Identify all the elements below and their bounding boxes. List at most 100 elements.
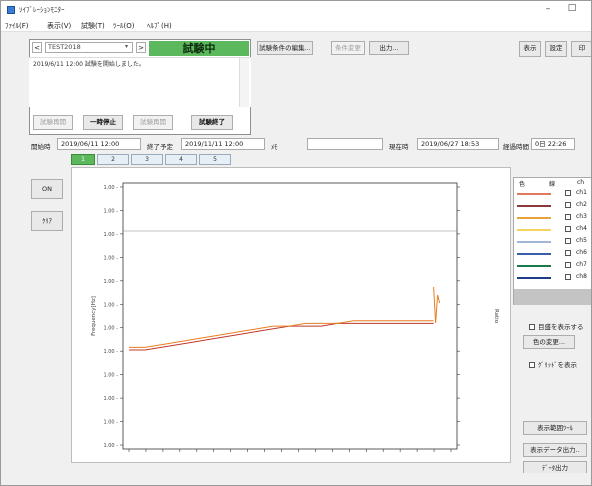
start-time-label: 開始時 (31, 143, 51, 151)
legend-empty-area (514, 289, 591, 305)
legend-checkbox[interactable] (565, 226, 571, 232)
clear-button[interactable]: ｸﾘｱ (31, 211, 63, 231)
menu-test[interactable]: 試験(T) (81, 22, 105, 30)
current-time-label: 現在時 (389, 143, 409, 151)
output-button[interactable]: 出力... (369, 41, 409, 55)
y-tick-label: 1.00 - (103, 349, 118, 355)
legend-swatch[interactable] (517, 241, 551, 243)
prev-test-button[interactable]: < (32, 42, 42, 53)
legend-checkbox[interactable] (565, 238, 571, 244)
legend-header-ch: ch (577, 179, 585, 186)
legend-swatch[interactable] (517, 217, 551, 219)
legend-label: ch6 (576, 249, 587, 256)
chart-tab-5[interactable]: 5 (199, 154, 231, 165)
legend-swatch[interactable] (517, 265, 551, 267)
show-grid-label: ｸﾞﾘｯﾄﾞを表示 (538, 361, 577, 369)
pause-button[interactable]: 一時停止 (83, 115, 123, 130)
display-range-tool-button[interactable]: 表示範囲ﾂｰﾙ (523, 421, 587, 435)
elapsed-field: 0日 22:26 (531, 138, 575, 150)
export-display-data-button[interactable]: 表示データ出力.. (523, 443, 587, 457)
legend-header-line: 線 (549, 181, 556, 188)
legend-label: ch2 (576, 201, 587, 208)
legend-checkbox[interactable] (565, 250, 571, 256)
legend-swatch[interactable] (517, 277, 551, 279)
memo-label: ﾒﾓ (271, 143, 278, 151)
series-line (129, 320, 434, 348)
chart-tab-3[interactable]: 3 (131, 154, 163, 165)
resume-button[interactable]: 試験再開 (33, 115, 73, 130)
app-icon (7, 6, 15, 14)
on-button[interactable]: ON (31, 179, 63, 199)
chevron-down-icon: ▾ (125, 43, 129, 50)
y-tick-label: 1.00 - (103, 396, 118, 402)
show-scale-checkbox[interactable]: 目盛を表示する (529, 321, 584, 331)
view-button[interactable]: 表示 (519, 41, 541, 57)
y-tick-label: 1.00 - (103, 302, 118, 308)
legend-checkbox[interactable] (565, 274, 571, 280)
legend-label: ch5 (576, 237, 587, 244)
change-conditions-button[interactable]: 条件変更 (331, 41, 365, 55)
legend-swatch[interactable] (517, 253, 551, 255)
end-time-field[interactable]: 2019/11/11 12:00 (181, 138, 265, 150)
memo-field[interactable] (307, 138, 383, 150)
y-tick-label: 1.00 - (103, 279, 118, 285)
legend-swatch[interactable] (517, 229, 551, 231)
y-axis-label-left: Frequency[Hz] (91, 296, 97, 336)
legend-swatch[interactable] (517, 205, 551, 207)
checkbox-icon (529, 362, 535, 368)
maximize-button[interactable]: □ (567, 3, 577, 13)
y-tick-label: 1.00 - (103, 232, 118, 238)
menu-help[interactable]: ﾍﾙﾌﾟ(H) (147, 22, 172, 30)
menu-view[interactable]: 表示(V) (47, 22, 72, 30)
print-button[interactable]: 印 (571, 41, 591, 57)
y-tick-label: 1.00 - (103, 255, 118, 261)
y-tick-label: 1.00 - (103, 208, 118, 214)
y-tick-label: 1.00 - (103, 443, 118, 449)
change-color-button[interactable]: 色の変更... (523, 335, 575, 349)
restart-button[interactable]: 試験再開 (133, 115, 173, 130)
start-time-field[interactable]: 2019/06/11 12:00 (57, 138, 141, 150)
edit-conditions-button[interactable]: 試験条件の編集... (257, 41, 313, 55)
y-tick-label: 1.00 - (103, 420, 118, 426)
end-time-label: 終了予定 (147, 143, 173, 151)
legend-header-color: 色 (519, 181, 526, 188)
log-scrollbar[interactable] (239, 58, 249, 107)
settings-button[interactable]: 設定 (545, 41, 567, 57)
test-select-value: TEST2018 (48, 43, 81, 51)
checkbox-icon (529, 324, 535, 330)
test-select[interactable] (45, 42, 133, 53)
legend-checkbox[interactable] (565, 190, 571, 196)
test-status-badge: 試験中 (149, 41, 249, 56)
legend-label: ch7 (576, 261, 587, 268)
next-test-button[interactable]: > (136, 42, 146, 53)
show-grid-checkbox[interactable]: ｸﾞﾘｯﾄﾞを表示 (529, 359, 577, 369)
chart-tab-4[interactable]: 4 (165, 154, 197, 165)
log-text: 2019/6/11 12:00 試験を開始しました。 (33, 61, 145, 68)
series-line (129, 322, 434, 351)
chart: 1.00 - 1.00 - 1.00 - 1.00 - 1.00 - 1.00 - 1.00… (91, 182, 499, 452)
y-tick-label: 1.00 - (103, 373, 118, 379)
chart-tab-2[interactable]: 2 (97, 154, 129, 165)
legend-checkbox[interactable] (565, 202, 571, 208)
legend-label: ch8 (576, 273, 587, 280)
legend-checkbox[interactable] (565, 214, 571, 220)
status-bar (1, 473, 591, 485)
legend-label: ch4 (576, 225, 587, 232)
menu-file[interactable]: ﾌｧｲﾙ(F) (5, 22, 29, 30)
menu-bar: ﾌｧｲﾙ(F) 表示(V) 試験(T) ﾂｰﾙ(O) ﾍﾙﾌﾟ(H) (1, 19, 591, 32)
legend-checkbox[interactable] (565, 262, 571, 268)
legend-swatch[interactable] (517, 193, 551, 195)
current-time-field: 2019/06/27 18:53 (417, 138, 499, 150)
menu-tools[interactable]: ﾂｰﾙ(O) (113, 22, 135, 30)
end-test-button[interactable]: 試験終了 (191, 115, 233, 130)
window-title: ｿｲﾌﾞﾚｰｼｮﾝﾓﾆﾀｰ (19, 6, 65, 14)
legend-label: ch3 (576, 213, 587, 220)
log-box (29, 57, 251, 107)
legend-label: ch1 (576, 189, 587, 196)
chart-tab-1[interactable]: 1 (71, 154, 95, 165)
y-axis-label-right: Ratio (493, 309, 499, 324)
elapsed-label: 経過時間 (503, 143, 529, 151)
minimize-button[interactable]: – (545, 4, 551, 14)
plot-area (122, 182, 458, 450)
